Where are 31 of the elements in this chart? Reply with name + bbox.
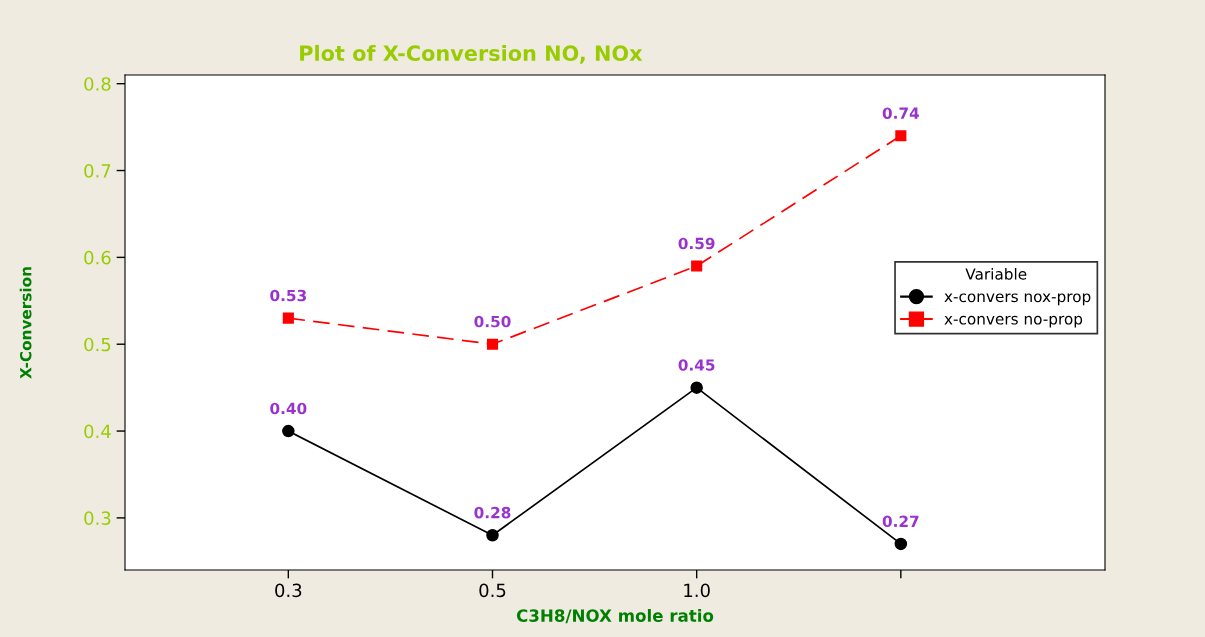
y-axis-title: X-Conversion <box>19 267 32 379</box>
x-axis-title: C3H8/NOX mole ratio <box>516 609 714 624</box>
legend-label: x-convers no-prop <box>944 315 1083 328</box>
data-label: 0.74 <box>882 107 919 119</box>
y-tick-label: 0.6 <box>84 250 111 265</box>
data-label: 0.53 <box>270 289 306 302</box>
y-tick-label: 0.4 <box>84 424 111 439</box>
x-tick-label: 0.5 <box>479 583 506 598</box>
point <box>894 537 908 551</box>
point <box>486 338 499 350</box>
point <box>895 130 907 142</box>
y-tick-label: 0.3 <box>84 511 111 526</box>
chart-title: Plot of X-Conversion NO, NOx <box>300 44 643 64</box>
data-label: 0.28 <box>474 506 511 519</box>
point <box>282 424 295 438</box>
x-tick-label: 0.3 <box>275 583 302 598</box>
data-label: 0.27 <box>882 515 919 528</box>
y-tick-label: 0.7 <box>84 163 111 178</box>
data-label: 0.50 <box>474 315 511 328</box>
point <box>486 529 499 542</box>
data-label: 0.59 <box>678 237 715 250</box>
x-tick-label: 1.0 <box>684 583 710 598</box>
data-label: 0.40 <box>270 402 307 415</box>
point <box>691 260 703 272</box>
legend-label: x-convers nox-prop <box>944 293 1091 306</box>
point <box>282 312 294 324</box>
y-tick-label: 0.8 <box>84 77 111 91</box>
point <box>690 381 703 394</box>
y-tick-label: 0.5 <box>84 337 111 352</box>
legend-title: Variable <box>965 267 1027 280</box>
data-label: 0.45 <box>678 359 715 371</box>
